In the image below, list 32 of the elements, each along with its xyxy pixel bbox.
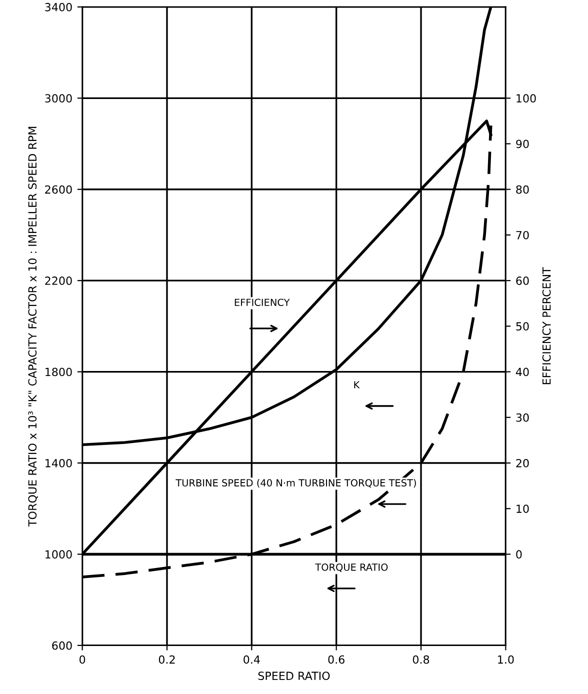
y2-tick-label: 90 <box>516 140 529 148</box>
series-label: TORQUE RATIO <box>315 564 388 572</box>
y-tick-label: 1400 <box>46 458 72 468</box>
y2-tick-label: 70 <box>516 230 529 240</box>
y2-tick-label: 50 <box>516 322 529 331</box>
y-tick-label: 2200 <box>45 276 72 285</box>
x-tick-label: 0.2 <box>158 655 175 664</box>
x-axis-title: SPEED RATIO <box>258 672 330 680</box>
x-tick-label: 0.6 <box>328 655 344 664</box>
y2-tick-label: 10 <box>516 504 529 513</box>
series-label: TURBINE SPEED (40 N·m TURBINE TORQUE TEST) <box>176 478 416 488</box>
y-tick-label: 3000 <box>45 94 72 103</box>
y2-tick-label: 100 <box>516 94 536 103</box>
x-tick-label: 0 <box>80 655 86 664</box>
x-tick-label: 0.8 <box>412 655 430 664</box>
y2-tick-label: 0 <box>516 550 522 559</box>
y-tick-label: 2600 <box>45 185 72 194</box>
x-tick-label: 0.4 <box>244 655 260 664</box>
y2-axis-title: EFFICIENCY PERCENT <box>542 267 551 384</box>
text: K <box>354 381 360 388</box>
y2-tick-label: 20 <box>516 458 529 468</box>
series-label: EFFICIENCY <box>234 298 290 306</box>
y2-tick-label: 80 <box>516 185 529 194</box>
y-axis-title: TORQUE RATIO x 10³ "K" CAPACITY FACTOR x 10 : IMPELLER SPEED RPM <box>28 126 38 527</box>
y2-tick-label: 30 <box>516 413 529 422</box>
x-tick-label: 1.0 <box>498 655 514 664</box>
y2-tick-label: 60 <box>516 276 529 285</box>
y2-tick-label: 40 <box>516 368 529 376</box>
y-tick-label: 1800 <box>46 368 72 376</box>
y-tick-label: 600 <box>52 641 72 650</box>
y-tick-label: 3400 <box>45 2 72 12</box>
y-tick-label: 1000 <box>46 550 72 559</box>
